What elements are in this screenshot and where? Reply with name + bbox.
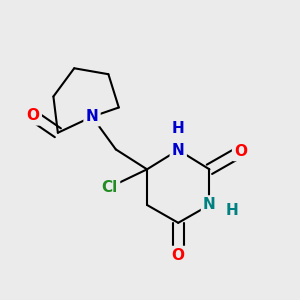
Text: Cl: Cl: [102, 180, 118, 195]
Text: N: N: [172, 142, 184, 158]
Text: N: N: [203, 197, 216, 212]
Text: H: H: [225, 202, 238, 217]
Text: H: H: [172, 121, 184, 136]
Text: O: O: [234, 144, 247, 159]
Text: O: O: [172, 248, 185, 263]
Text: O: O: [27, 108, 40, 123]
Text: N: N: [86, 109, 98, 124]
